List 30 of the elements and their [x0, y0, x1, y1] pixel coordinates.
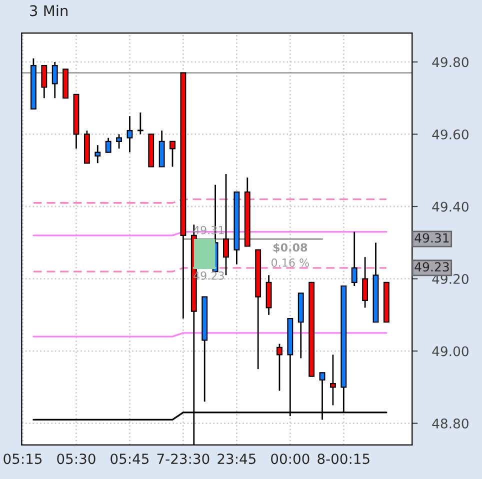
text: 49.31 — [414, 233, 449, 243]
candlestick — [223, 173, 229, 276]
x-tick-label: 7-23:30 — [157, 454, 210, 464]
text: 49.23 — [414, 262, 449, 272]
candlestick — [94, 144, 101, 164]
candlestick — [276, 343, 282, 392]
x-tick-label: 05:45 — [110, 454, 149, 464]
candlestick — [126, 115, 133, 153]
candlestick — [170, 140, 176, 168]
y-tick-label: 49.00 — [432, 346, 468, 356]
x-tick-label: 05:15 — [4, 454, 42, 464]
x-tick-label: 23:45 — [218, 454, 256, 464]
candlestick — [330, 354, 336, 406]
x-tick-label: 00:00 — [271, 454, 310, 464]
candlestick — [41, 64, 48, 99]
y-tick-label: 49.40 — [432, 202, 468, 212]
candlestick — [362, 256, 368, 308]
x-tick-label: 8-00:15 — [318, 454, 370, 464]
candlestick — [137, 112, 144, 135]
annotation: 0.16 % — [271, 258, 309, 267]
candlestick — [351, 231, 358, 287]
chart-title: 3 Min — [30, 4, 68, 16]
candlestick — [105, 137, 112, 153]
y-tick-label: 49.60 — [432, 129, 468, 140]
y-tick-label: 48.80 — [432, 418, 468, 429]
y-tick-label: 49.80 — [432, 57, 468, 68]
annotation: $0.08 — [273, 243, 308, 254]
x-tick-label: 05:30 — [57, 454, 96, 464]
candlestick — [116, 134, 122, 150]
candlestick — [52, 61, 58, 99]
